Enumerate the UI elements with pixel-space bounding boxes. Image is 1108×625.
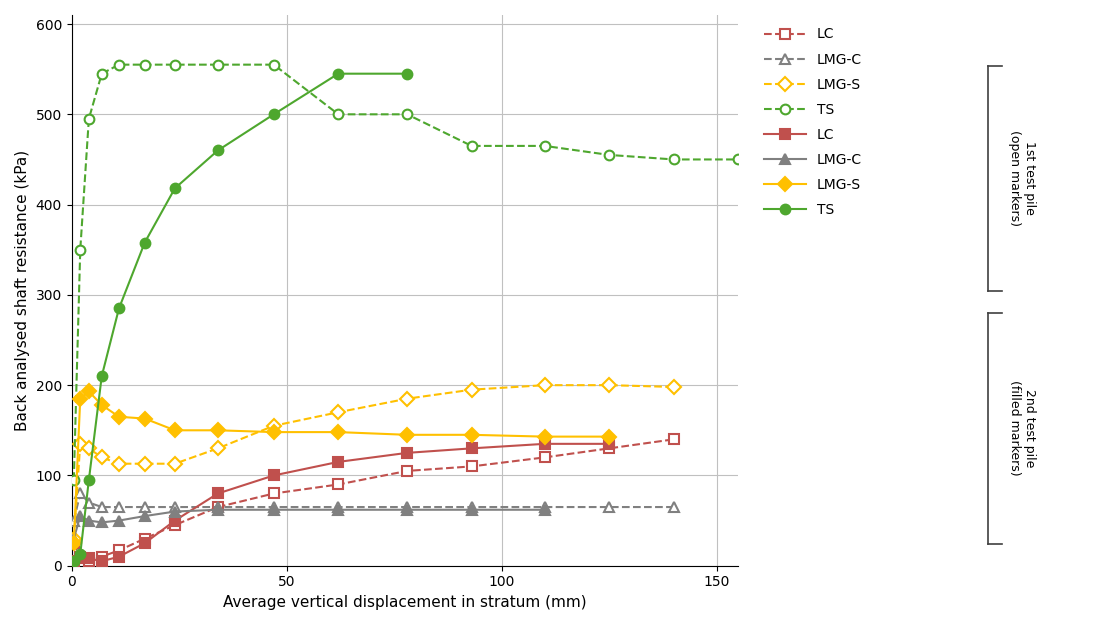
Y-axis label: Back analysed shaft resistance (kPa): Back analysed shaft resistance (kPa)	[16, 150, 30, 431]
X-axis label: Average vertical displacement in stratum (mm): Average vertical displacement in stratum…	[223, 595, 587, 610]
Legend: LC, LMG-C, LMG-S, TS, LC, LMG-C, LMG-S, TS: LC, LMG-C, LMG-S, TS, LC, LMG-C, LMG-S, …	[759, 22, 868, 223]
Text: 1st test pile
(open markers): 1st test pile (open markers)	[1007, 130, 1036, 226]
Text: 2nd test pile
(filled markers): 2nd test pile (filled markers)	[1007, 380, 1036, 476]
